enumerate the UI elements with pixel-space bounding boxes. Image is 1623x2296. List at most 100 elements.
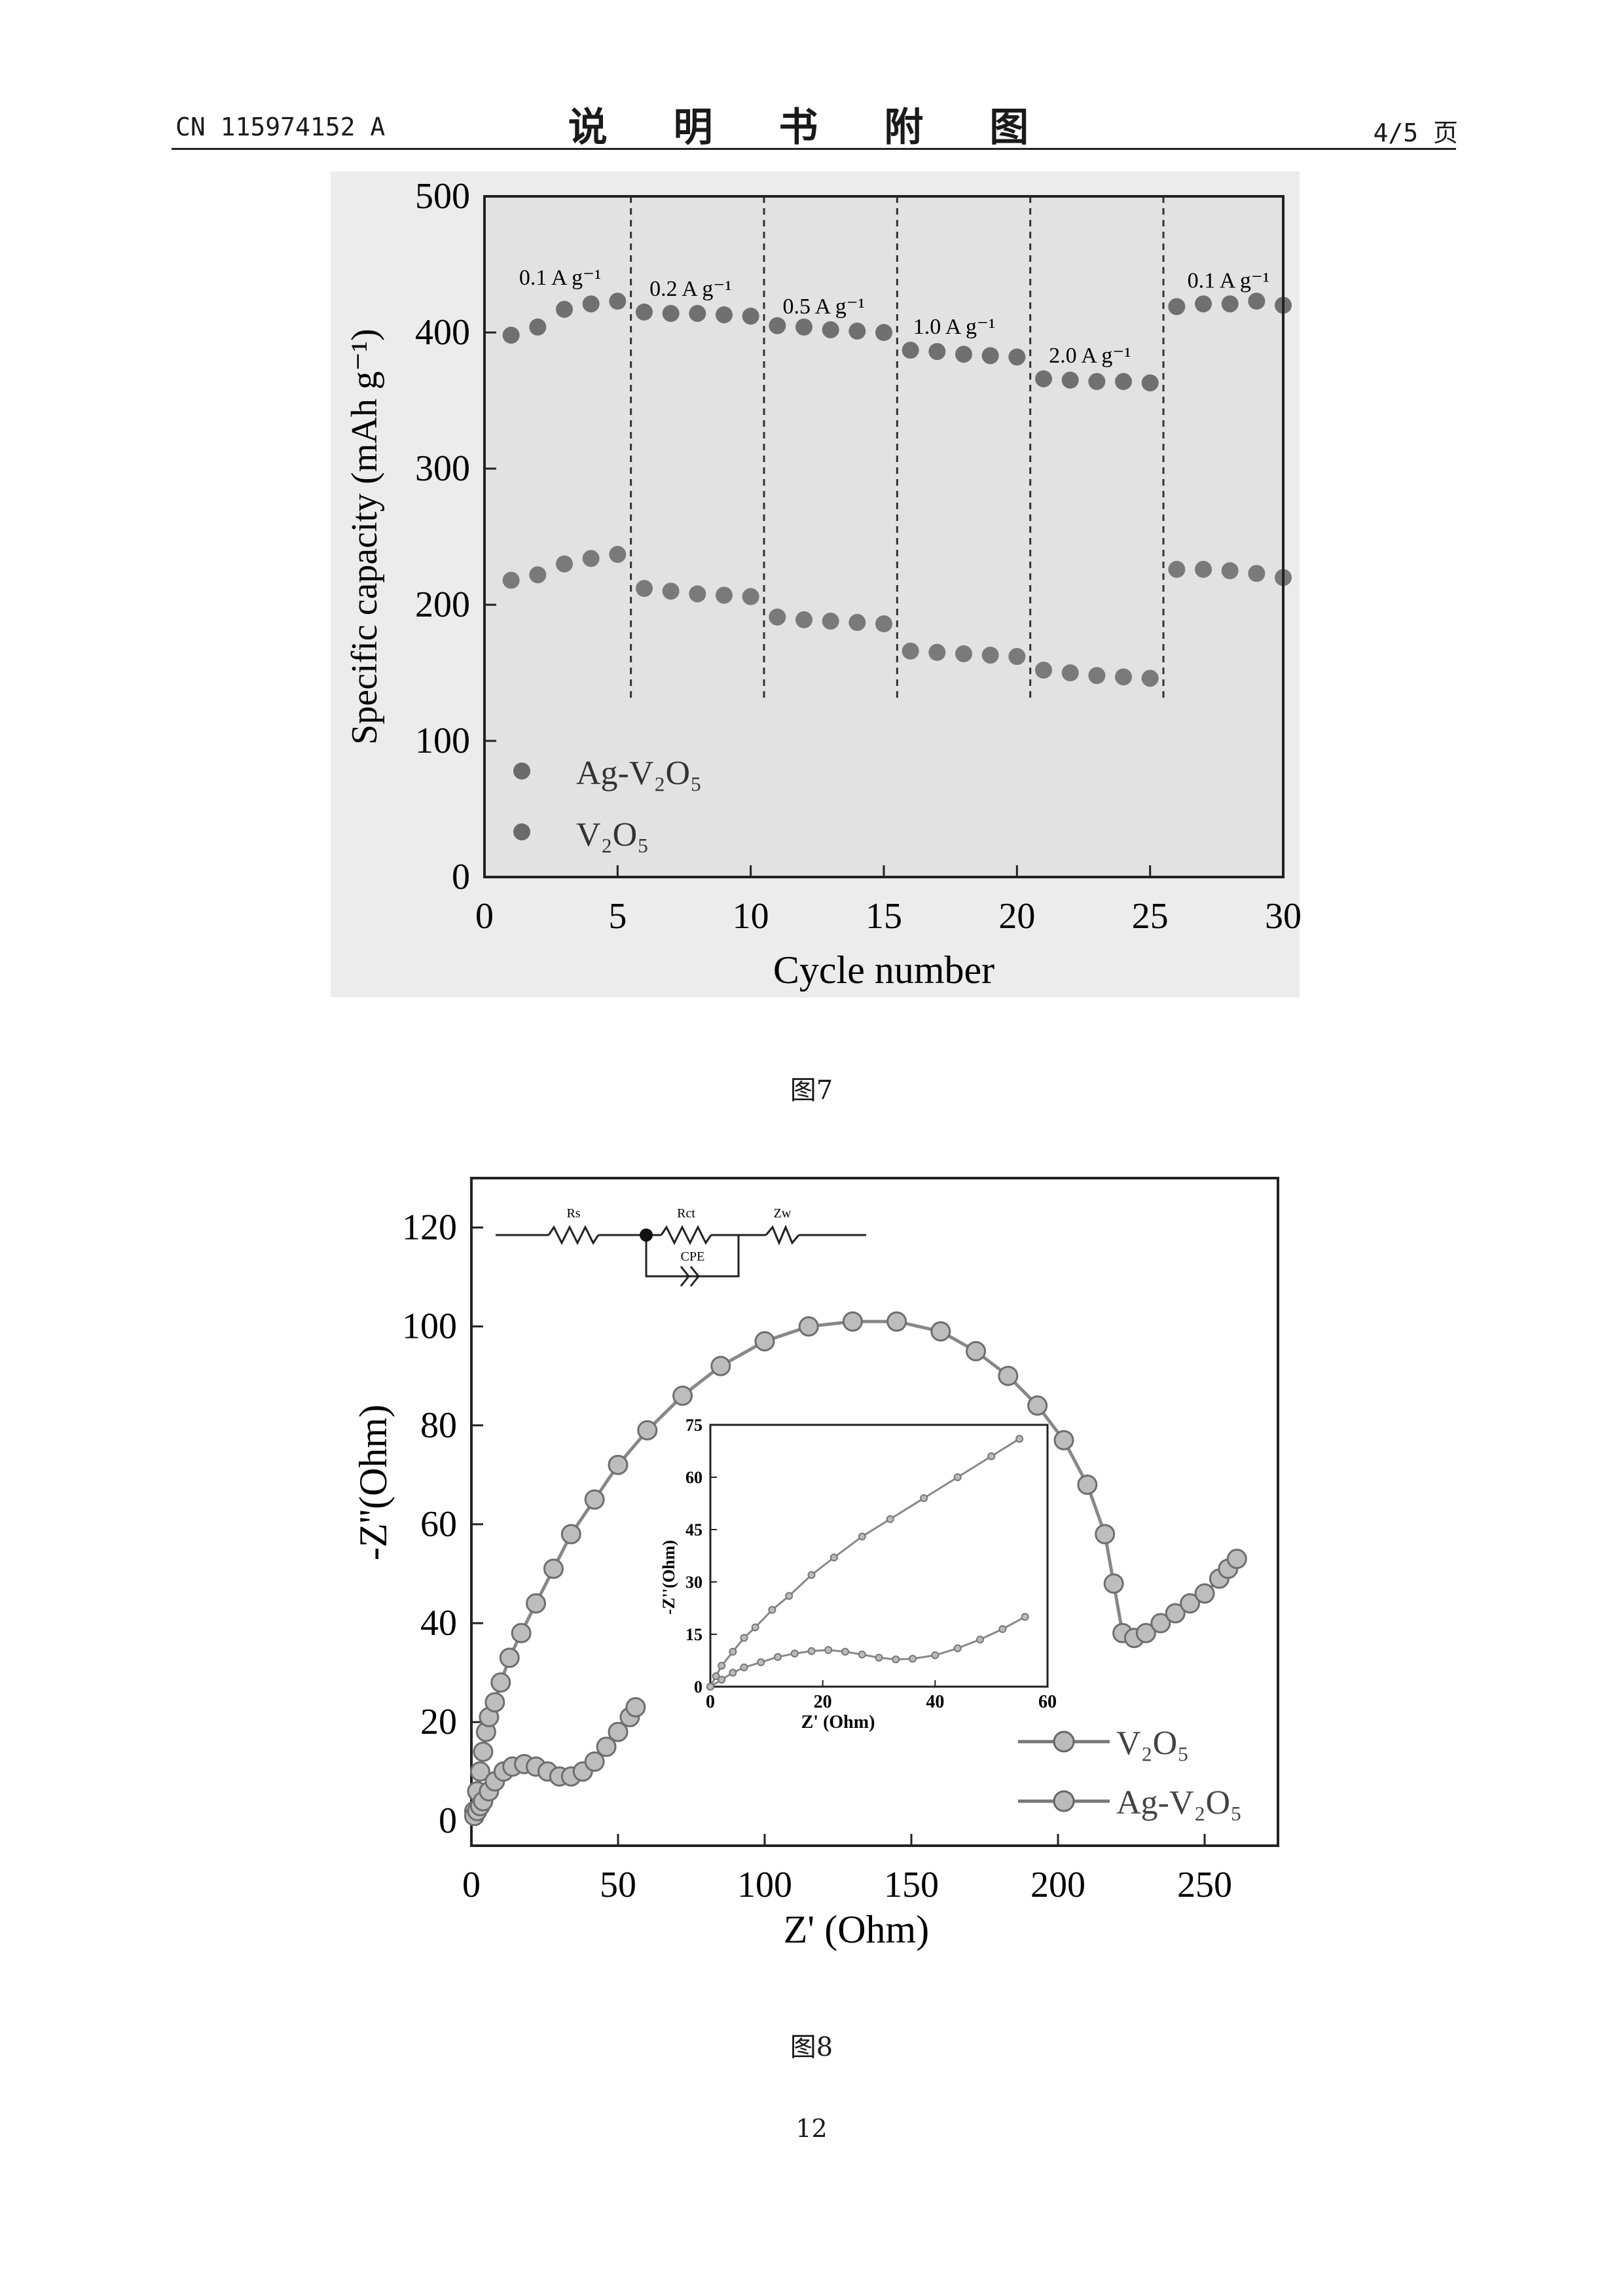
fig7-point-v2o5 xyxy=(529,566,547,584)
fig8-y-tick-label: 80 xyxy=(420,1405,457,1446)
fig8-point-v2o5 xyxy=(608,1454,629,1475)
fig7-plot-area xyxy=(484,196,1283,877)
fig8-point-v2o5 xyxy=(475,1721,496,1742)
circuit-cpe-symbol xyxy=(680,1266,690,1287)
page-number: 12 xyxy=(795,2114,828,2143)
fig7-y-tick-label: 0 xyxy=(452,857,470,897)
fig7-point-ag-v2o5 xyxy=(902,342,919,359)
fig8-point-ag-v2o5 xyxy=(473,1791,494,1812)
fig8-inset-point-ag-v2o5 xyxy=(858,1650,866,1659)
fig8-inset-point-v2o5 xyxy=(953,1473,962,1481)
fig7-point-ag-v2o5 xyxy=(848,322,866,340)
fig7-point-ag-v2o5 xyxy=(742,308,759,325)
fig7-x-tick-label: 15 xyxy=(866,896,902,937)
fig8-y-tick-label: 60 xyxy=(420,1504,457,1545)
fig7-point-v2o5 xyxy=(1115,668,1132,686)
fig8-inset-y-tick-label: 45 xyxy=(685,1520,702,1539)
fig8-inset-point-v2o5 xyxy=(886,1515,894,1523)
fig7-point-v2o5 xyxy=(636,580,653,598)
fig7-point-ag-v2o5 xyxy=(1115,372,1132,390)
fig8-x-tick-label: 150 xyxy=(884,1865,939,1905)
fig8-inset-y-tick-label: 15 xyxy=(685,1625,702,1644)
fig7-point-ag-v2o5 xyxy=(1035,370,1052,387)
fig7-point-ag-v2o5 xyxy=(1221,295,1239,313)
fig7-point-ag-v2o5 xyxy=(955,346,972,363)
fig8-inset-point-ag-v2o5 xyxy=(774,1653,782,1661)
fig8-y-tick-label: 40 xyxy=(420,1603,457,1643)
fig7-point-ag-v2o5 xyxy=(529,318,547,336)
fig7-point-ag-v2o5 xyxy=(716,306,733,323)
fig8-legend-label-ag-v2o5: Ag-V₂O₅ xyxy=(1116,1784,1242,1821)
fig8-inset-point-v2o5 xyxy=(830,1553,838,1562)
circuit-resistor-rs xyxy=(547,1225,600,1246)
fig8-inset-x-tick-label: 20 xyxy=(814,1692,832,1712)
fig7-legend-marker-ag-v2o5 xyxy=(513,762,530,780)
fig8-point-v2o5 xyxy=(464,1801,484,1821)
fig7-point-v2o5 xyxy=(981,646,999,664)
fig8-point-ag-v2o5 xyxy=(502,1756,523,1777)
fig8-point-v2o5 xyxy=(473,1741,494,1762)
fig8-inset-frame xyxy=(709,1424,1049,1688)
fig7-point-v2o5 xyxy=(582,550,600,567)
fig7-point-v2o5 xyxy=(822,612,839,630)
fig8-inset-point-ag-v2o5 xyxy=(976,1636,984,1643)
fig8-inset-point-ag-v2o5 xyxy=(875,1653,883,1662)
fig8-inset-line-v2o5 xyxy=(709,1438,1020,1687)
fig7-point-v2o5 xyxy=(609,546,627,564)
fig8-legend-marker-v2o5 xyxy=(1053,1731,1075,1753)
circuit-label-rct: Rct xyxy=(677,1206,695,1221)
circuit-warburg-zw xyxy=(765,1225,800,1246)
fig8-point-v2o5 xyxy=(526,1593,547,1614)
fig7-x-tick-label: 0 xyxy=(475,896,494,937)
fig8-point-v2o5 xyxy=(1194,1583,1215,1604)
fig8-inset-point-ag-v2o5 xyxy=(807,1647,816,1655)
fig8-point-v2o5 xyxy=(1027,1395,1048,1416)
fig7-point-ag-v2o5 xyxy=(502,327,520,344)
fig7-x-axis-label: Cycle number xyxy=(773,948,994,992)
fig7-rate-label: 0.2 A g⁻¹ xyxy=(649,277,731,301)
fig7-point-ag-v2o5 xyxy=(1275,296,1292,314)
fig8-point-v2o5 xyxy=(543,1558,564,1579)
fig7-point-ag-v2o5 xyxy=(822,321,839,338)
fig7-y-axis-label: Specific capacity (mAh g⁻¹) xyxy=(344,329,385,745)
fig8-point-v2o5 xyxy=(672,1385,693,1406)
fig7-point-v2o5 xyxy=(1275,569,1292,586)
fig8-point-v2o5 xyxy=(1150,1613,1171,1634)
fig8-inset-point-v2o5 xyxy=(729,1647,737,1656)
fig7-point-v2o5 xyxy=(928,643,946,661)
fig7-point-v2o5 xyxy=(1168,560,1186,578)
fig8-point-v2o5 xyxy=(966,1340,987,1361)
fig8-y-tick-label: 100 xyxy=(402,1306,457,1347)
fig8-point-ag-v2o5 xyxy=(514,1753,535,1774)
fig7-point-ag-v2o5 xyxy=(582,295,600,313)
fig7-rate-label: 0.5 A g⁻¹ xyxy=(782,295,864,319)
fig8-inset-point-v2o5 xyxy=(751,1623,759,1632)
fig7-point-ag-v2o5 xyxy=(689,304,706,322)
fig7-point-ag-v2o5 xyxy=(1195,295,1212,313)
fig7-legend: Ag-V₂O₅ V₂O₅ xyxy=(513,755,702,853)
fig7-point-v2o5 xyxy=(848,614,866,632)
fig8-inset-x-tick-label: 0 xyxy=(706,1692,715,1712)
fig8-inset-point-v2o5 xyxy=(858,1532,866,1541)
fig8-inset-point-ag-v2o5 xyxy=(706,1683,714,1691)
fig8-inset-point-v2o5 xyxy=(987,1452,996,1460)
fig7-point-v2o5 xyxy=(1061,664,1079,681)
fig7-y-tick-label: 300 xyxy=(415,448,470,489)
fig8-point-v2o5 xyxy=(1103,1573,1124,1594)
fig8-inset-point-ag-v2o5 xyxy=(718,1676,726,1684)
fig8-series-line-ag-v2o5 xyxy=(473,1706,638,1817)
fig7-rate-label: 2.0 A g⁻¹ xyxy=(1049,344,1131,368)
fig7-rate-label: 0.1 A g⁻¹ xyxy=(519,266,601,290)
fig8-frame xyxy=(470,1177,1279,1847)
fig8-inset-y-label: -Z''(Ohm) xyxy=(659,1540,678,1615)
fig8-inset-y-tick-label: 75 xyxy=(685,1416,702,1435)
fig8-x-axis-label: Z' (Ohm) xyxy=(784,1908,929,1951)
fig8-inset-y-tick-label: 30 xyxy=(685,1573,702,1592)
fig7-point-v2o5 xyxy=(742,588,759,605)
equivalent-circuit xyxy=(496,1225,866,1287)
fig8-point-ag-v2o5 xyxy=(469,1796,490,1817)
fig8-point-ag-v2o5 xyxy=(596,1736,617,1757)
fig7-point-ag-v2o5 xyxy=(609,293,627,310)
fig8-inset-point-v2o5 xyxy=(1015,1435,1024,1443)
